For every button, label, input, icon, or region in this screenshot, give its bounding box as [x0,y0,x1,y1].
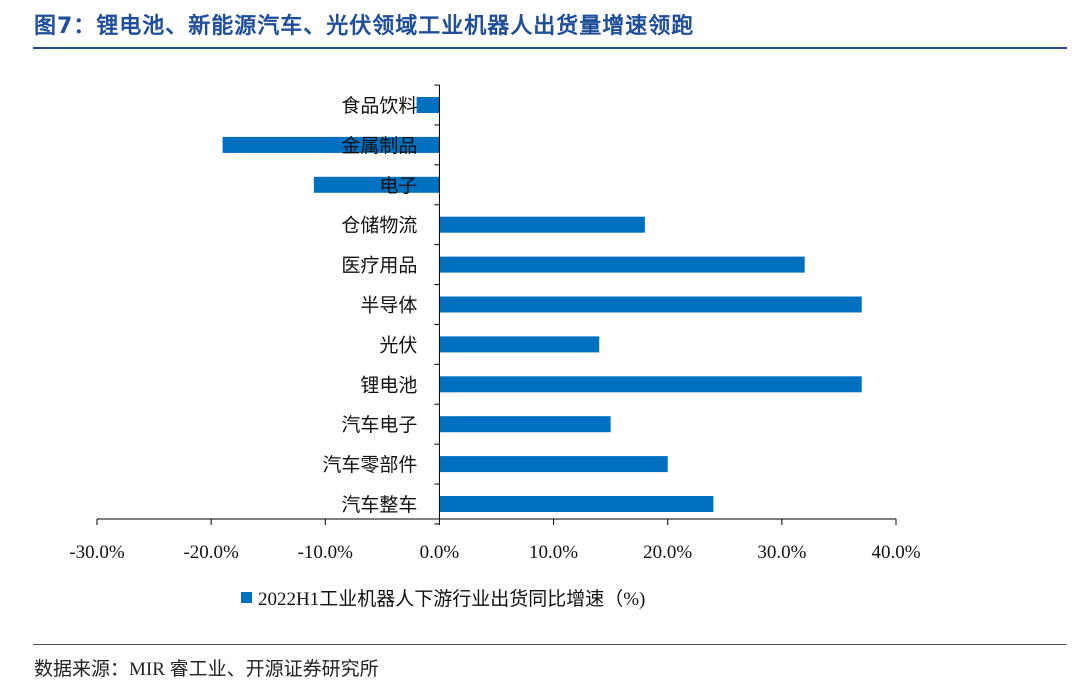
bar-7 [439,376,862,393]
title-rule [33,47,1067,49]
legend: 2022H1工业机器人下游行业出货同比增速（%) [241,588,645,610]
x-tick-label: 40.0% [871,542,920,563]
x-tick-label: -10.0% [298,542,354,563]
x-tick-label: 0.0% [420,542,460,563]
bar-3 [439,216,645,233]
bar-1 [222,136,440,153]
bar-2 [313,176,440,193]
category-label: 医疗用品 [341,255,417,277]
category-label: 半导体 [360,295,417,317]
bar-6 [439,336,600,353]
category-label: 汽车零部件 [322,454,417,476]
bar-0 [416,97,440,113]
x-tick-label: -30.0% [69,542,125,563]
legend-label: 2022H1工业机器人下游行业出货同比增速（%) [258,588,645,610]
x-tick-labels: -30.0% -20.0% -10.0% 0.0% 10.0% 20.0% 30.0% 40.… [69,542,920,563]
category-label: 锂电池 [360,374,417,396]
legend-swatch [241,592,252,603]
figure-title: 图7：锂电池、新能源汽车、光伏领域工业机器人出货量增速领跑 [34,14,695,39]
source-rule [33,644,1067,645]
source-note: 数据来源：MIR 睿工业、开源证券研究所 [34,659,379,680]
category-label: 电子 [379,175,417,197]
x-tick-label: 20.0% [643,542,692,563]
category-label: 仓储物流 [341,215,417,237]
bar-4 [439,256,805,273]
bar-9 [439,456,668,473]
bars-group [222,97,862,512]
category-label: 汽车电子 [341,414,417,436]
category-label: 金属制品 [341,135,417,157]
category-label: 食品饮料 [341,95,417,117]
axes-group [96,84,897,525]
bar-5 [439,296,862,313]
bar-10 [439,496,714,512]
x-tick-label: -20.0% [183,542,239,563]
bar-8 [439,416,611,433]
category-label: 光伏 [379,334,417,356]
x-tick-label: 10.0% [529,542,578,563]
category-label: 汽车整车 [341,494,417,516]
x-tick-label: 30.0% [757,542,806,563]
bar-chart: 食品饮料金属制品电子仓储物流医疗用品半导体光伏锂电池汽车电子汽车零部件汽车整车 … [69,84,921,610]
